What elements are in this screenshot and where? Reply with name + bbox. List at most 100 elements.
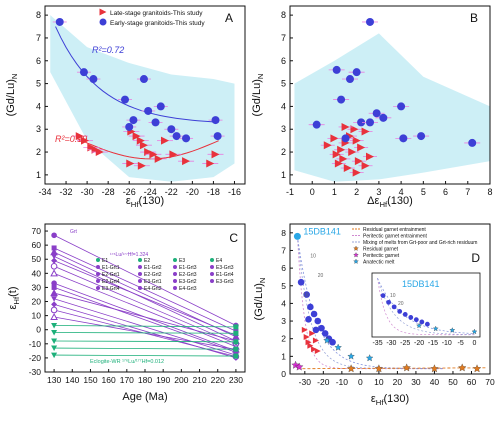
- early-stage-point: [129, 116, 138, 125]
- x-tick-label: 7: [465, 187, 470, 197]
- early-stage-point: [346, 75, 354, 84]
- x-tick-label: -10: [336, 377, 349, 387]
- whole-rock-point: [233, 346, 239, 352]
- early-stage-point: [332, 65, 341, 74]
- legend-label: Anatectic melt: [363, 260, 395, 266]
- x-tick-label: 3: [376, 187, 381, 197]
- garnet-point: [51, 284, 57, 290]
- sample-point: [329, 338, 336, 346]
- y-tick-label: 5: [281, 79, 286, 89]
- y-tick-label: 50: [32, 254, 42, 264]
- sample-point: [314, 317, 322, 325]
- whole-rock-point: [51, 338, 58, 344]
- y-tick-label: 8: [281, 228, 286, 238]
- y-axis-label: (Gd/Lu)N: [253, 278, 267, 321]
- late-stage-point: [75, 132, 84, 141]
- y-tick-label: 0: [281, 369, 286, 379]
- y-tick-label: 5: [36, 79, 41, 89]
- legend-label: E2-Grt3: [179, 272, 197, 278]
- x-tick-label: 200: [174, 375, 188, 385]
- legend-star: [353, 245, 359, 251]
- x-tick-label: 6: [443, 187, 448, 197]
- y-tick-label: 7: [281, 33, 286, 43]
- garnet-point: [51, 232, 57, 239]
- inset-melt-star: [471, 328, 478, 335]
- legend-marker: [96, 265, 100, 269]
- r2-late: R²=0.19: [55, 134, 87, 144]
- sample-point-triangle: [312, 337, 319, 344]
- garnet-point: [51, 253, 58, 260]
- plot-frame: [289, 223, 491, 375]
- late-stage-point: [95, 148, 104, 157]
- garnet-point: [51, 245, 57, 251]
- legend-label: E2-Grt4: [102, 279, 120, 285]
- x-tick-label: 140: [65, 375, 79, 385]
- y-tick-label: 10: [32, 311, 42, 321]
- inset-tick-label: -20: [414, 340, 424, 347]
- y-tick-label: 70: [32, 226, 42, 236]
- panel-b: -1 0 1 2 3 4 5 6 7 8 1 2 3 4 5 6 7 8 B ΔεHf(130) (Gd/Lu)N: [251, 5, 493, 209]
- axis-label-sub: Hf: [131, 200, 140, 209]
- x-tick-label: 190: [156, 375, 170, 385]
- sample-point: [312, 326, 320, 334]
- y-tick-label: 6: [36, 56, 41, 66]
- legend-marker: [173, 265, 177, 269]
- x-axis-label: εHf(130): [371, 393, 409, 407]
- legend-marker: [173, 272, 177, 276]
- early-stage-point: [417, 132, 426, 141]
- curve-label: 20: [318, 273, 324, 279]
- late-stage-point: [136, 136, 145, 145]
- panel-label: B: [470, 11, 478, 25]
- legend-label: E1-Grt4: [216, 272, 234, 278]
- x-tick-label: 160: [102, 375, 116, 385]
- y-tick-label: -30: [29, 367, 42, 377]
- early-stage-point: [213, 132, 222, 141]
- late-stage-point: [357, 143, 366, 152]
- legend-marker: [210, 279, 214, 283]
- sample-origin-point: [293, 232, 301, 240]
- plot-frame: [44, 5, 246, 185]
- early-stage-point: [89, 75, 98, 84]
- y-axis-label: (Gd/Lu)N: [5, 74, 19, 117]
- y-tick-label: 5: [281, 281, 286, 291]
- y-tick-label: 0: [36, 325, 41, 335]
- residual-garnet-star: [402, 363, 411, 372]
- y-tick-label: 7: [281, 245, 286, 255]
- inset-tick-label: -30: [386, 340, 396, 347]
- inset-curve: [377, 278, 475, 335]
- x-tick-label: 60: [467, 377, 477, 387]
- whole-rock-point: [233, 339, 239, 345]
- x-tick-label: 10: [374, 377, 384, 387]
- early-stage-point: [366, 118, 374, 127]
- x-tick-label: 70: [485, 377, 495, 387]
- anatectic-melt-star: [365, 354, 374, 362]
- legend-late-marker: [99, 8, 107, 16]
- legend-label: E2: [144, 258, 150, 264]
- late-stage-point: [182, 157, 191, 166]
- axis-label-main: (Gd/Lu): [253, 283, 265, 320]
- legend-marker: [138, 272, 142, 276]
- whole-rock-point: [51, 330, 58, 336]
- r2-early: R²=0.72: [92, 45, 124, 55]
- inset-sample-point: [413, 317, 419, 323]
- x-tick-label: 130: [47, 375, 61, 385]
- x-tick-label: 210: [192, 375, 206, 385]
- legend-label: Mixing of melts from Grt-poor and Grt-ri…: [363, 240, 477, 246]
- y-tick-label: 40: [32, 268, 42, 278]
- inset-tick-label: -25: [400, 340, 410, 347]
- legend-label: Peritectic garnet: [363, 253, 400, 259]
- inset-sample-point: [380, 293, 386, 298]
- y-tick-label: -10: [29, 339, 42, 349]
- axis-label-main: ε: [7, 304, 19, 309]
- late-stage-point: [352, 168, 361, 177]
- garnet-point: [51, 296, 58, 302]
- inset-melt-star: [416, 322, 422, 329]
- early-stage-point: [341, 134, 350, 143]
- early-stage-point: [121, 95, 129, 104]
- early-stage-point: [211, 116, 220, 125]
- x-tick-label: -26: [123, 187, 136, 197]
- inset-sample-point: [386, 299, 392, 305]
- late-stage-point: [361, 161, 370, 170]
- y-tick-label: 2: [281, 334, 286, 344]
- y-tick-label: 1: [36, 170, 41, 180]
